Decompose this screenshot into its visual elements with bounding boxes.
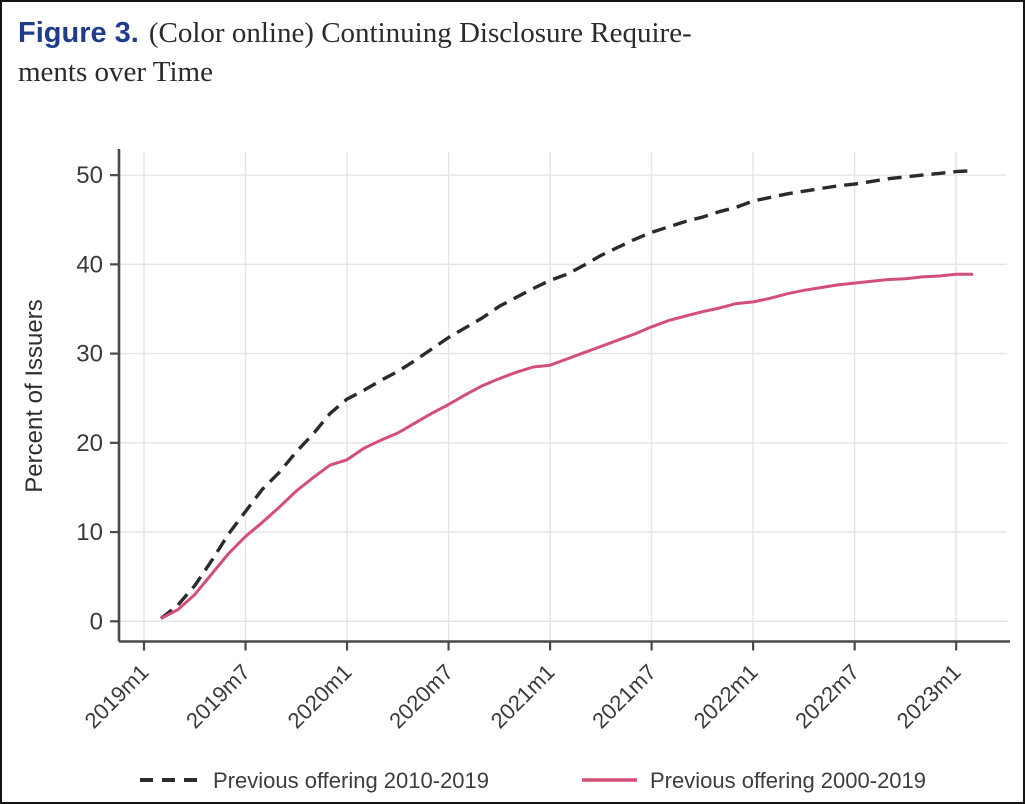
x-tick-label: 2019m7 xyxy=(181,659,255,733)
x-tick-label: 2019m1 xyxy=(80,659,154,733)
figure-title: Figure 3. (Color online) Continuing Discl… xyxy=(18,14,1008,92)
x-tick-label: 2020m7 xyxy=(384,659,458,733)
y-tick-label: 20 xyxy=(76,430,103,457)
x-tick-label: 2022m7 xyxy=(790,659,864,733)
y-axis-title: Percent of Issuers xyxy=(21,299,48,492)
y-tick-label: 10 xyxy=(76,519,103,546)
y-tick-label: 30 xyxy=(76,341,103,368)
y-tick-label: 50 xyxy=(76,162,103,189)
figure-number: Figure 3. xyxy=(18,17,139,49)
x-tick-label: 2020m1 xyxy=(283,659,357,733)
figure-title-line1: (Color online) Continuing Disclosure Req… xyxy=(148,17,692,49)
series-line-prev-2010-2019 xyxy=(159,169,974,620)
legend-label-2010-2019: Previous offering 2010-2019 xyxy=(213,768,489,793)
legend-label-2000-2019: Previous offering 2000-2019 xyxy=(650,768,926,793)
x-tick-label: 2022m1 xyxy=(689,659,763,733)
x-tick-label: 2021m1 xyxy=(486,659,560,733)
figure-title-line2: ments over Time xyxy=(18,56,213,88)
y-tick-label: 0 xyxy=(90,608,103,635)
x-tick-label: 2023m1 xyxy=(892,659,966,733)
series-line-prev-2000-2019 xyxy=(160,272,974,620)
y-tick-label: 40 xyxy=(76,251,103,278)
x-tick-label: 2021m7 xyxy=(587,659,661,733)
